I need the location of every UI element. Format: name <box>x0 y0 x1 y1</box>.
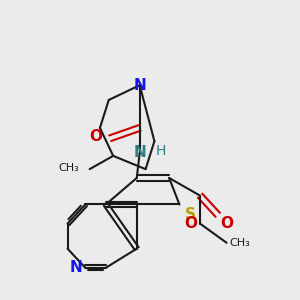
Text: S: S <box>185 207 196 222</box>
Text: O: O <box>89 129 102 144</box>
Text: CH₃: CH₃ <box>58 163 79 173</box>
Text: N: N <box>70 260 82 275</box>
Text: O: O <box>184 216 197 231</box>
Text: H: H <box>156 145 166 158</box>
Text: N: N <box>133 78 146 93</box>
Text: O: O <box>221 216 234 231</box>
Text: CH₃: CH₃ <box>230 238 250 248</box>
Text: N: N <box>133 146 146 160</box>
